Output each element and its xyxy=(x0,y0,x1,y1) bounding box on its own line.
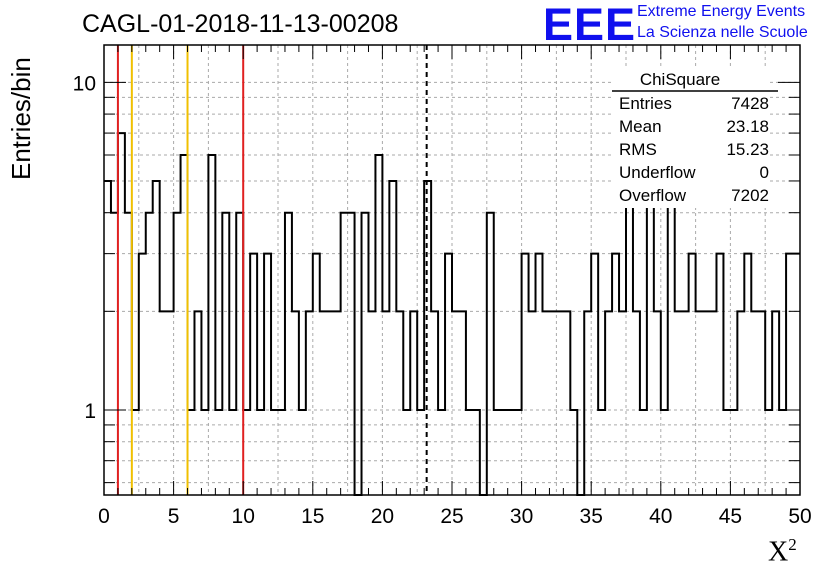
x-tick-label: 0 xyxy=(98,505,110,528)
eee-logo: EEE xyxy=(543,0,637,50)
stats-row-label: Overflow xyxy=(619,186,687,205)
x-axis-label: X2 xyxy=(768,535,797,568)
logo-line-1: Extreme Energy Events xyxy=(637,3,806,20)
chart-title: CAGL-01-2018-11-13-00208 xyxy=(82,10,399,38)
vertical-markers xyxy=(116,45,428,495)
logo-line-2: La Scienza nelle Scuole xyxy=(637,24,808,41)
stats-row-value: 15.23 xyxy=(726,140,769,159)
x-tick-label: 20 xyxy=(371,505,394,528)
x-tick-label: 15 xyxy=(301,505,324,528)
stats-row-label: RMS xyxy=(619,140,657,159)
x-tick-label: 40 xyxy=(649,505,672,528)
x-tick-label: 45 xyxy=(719,505,742,528)
x-axis-label-superscript: 2 xyxy=(788,535,797,554)
x-tick-label: 30 xyxy=(510,505,533,528)
stats-box-title: ChiSquare xyxy=(640,70,720,89)
x-tick-label: 10 xyxy=(232,505,255,528)
stats-row-label: Underflow xyxy=(619,163,696,182)
stats-row-value: 7202 xyxy=(731,186,769,205)
stats-row-value: 23.18 xyxy=(726,117,769,136)
stats-row-value: 7428 xyxy=(731,94,769,113)
x-tick-label: 50 xyxy=(788,505,811,528)
y-tick-label: 10 xyxy=(73,72,96,95)
y-tick-label: 1 xyxy=(84,400,96,423)
stats-row-label: Entries xyxy=(619,94,672,113)
stats-row-label: Mean xyxy=(619,117,662,136)
stats-box: ChiSquare Entries 7428 Mean 23.18 RMS 15.23 Und… xyxy=(612,68,778,208)
x-tick-label: 5 xyxy=(168,505,180,528)
x-axis-label-main: X xyxy=(768,536,789,568)
x-tick-label: 35 xyxy=(580,505,603,528)
stats-row-value: 0 xyxy=(760,163,769,182)
axis-ticks: 0 5 10 15 20 25 30 35 40 45 50 1 10 xyxy=(73,45,812,528)
x-tick-label: 25 xyxy=(440,505,463,528)
